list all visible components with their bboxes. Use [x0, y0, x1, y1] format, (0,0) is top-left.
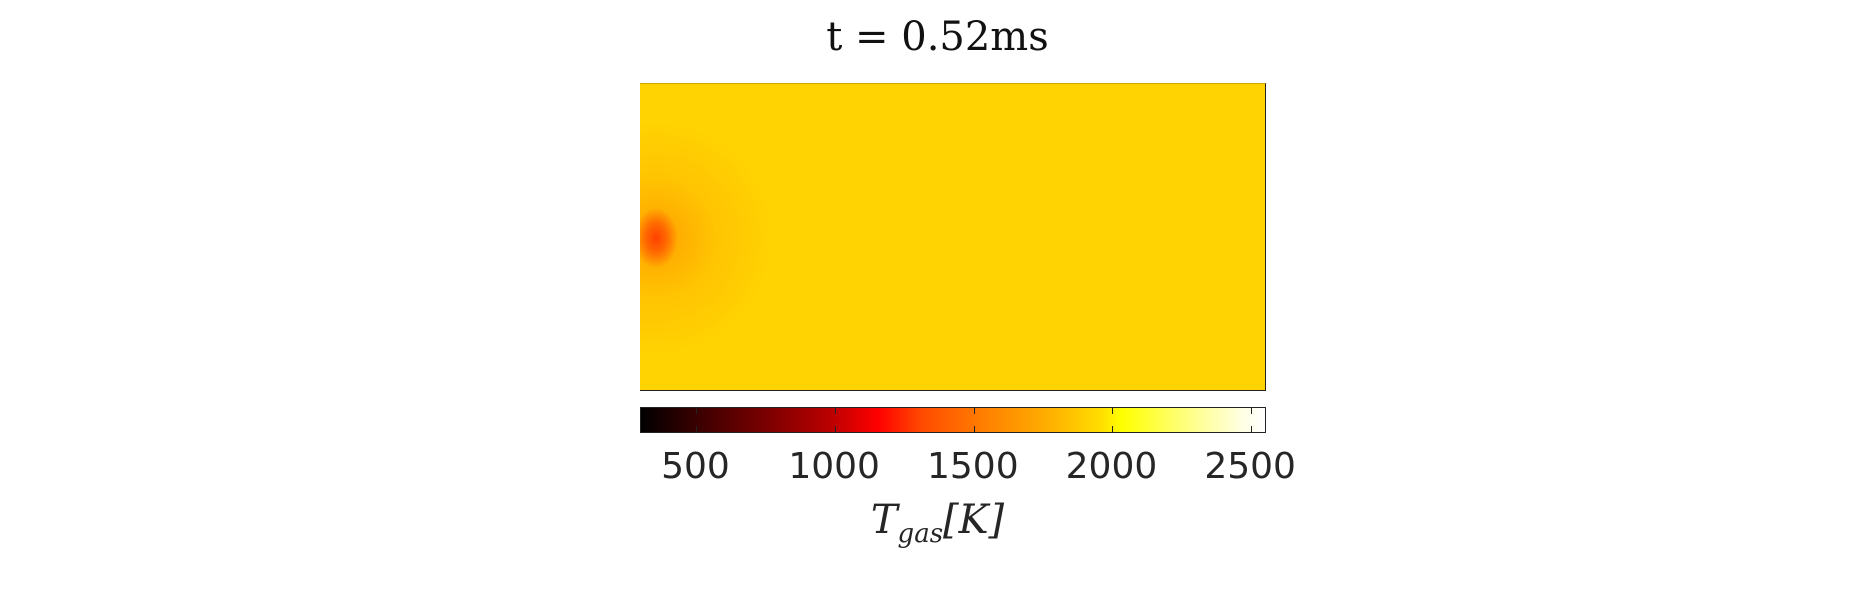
colorbar-tick-label: 1500	[926, 446, 1019, 487]
colorbar	[640, 407, 1266, 433]
colorbar-label-main: T	[870, 497, 898, 543]
colorbar-tick-label: 2000	[1065, 446, 1158, 487]
colorbar-tick	[1112, 408, 1114, 414]
colorbar-tick-label: 1000	[788, 446, 880, 487]
colorbar-label: Tgas[K]	[0, 497, 1875, 549]
colorbar-tick	[835, 408, 837, 414]
heatmap-plot-area	[640, 83, 1266, 391]
colorbar-tick-bottom	[1112, 426, 1114, 432]
colorbar-tick-bottom	[1251, 426, 1253, 432]
chart-title: t = 0.52ms	[826, 14, 1049, 60]
colorbar-tick	[973, 408, 975, 414]
colorbar-tick-bottom	[835, 426, 837, 432]
colorbar-tick-label: 2500	[1204, 446, 1296, 487]
colorbar-tick-bottom	[696, 426, 698, 432]
colorbar-label-unit: [K]	[943, 497, 1005, 543]
colorbar-tick	[696, 408, 698, 414]
temperature-hotspot	[640, 84, 1265, 390]
colorbar-tick-label: 500	[661, 446, 730, 487]
colorbar-tick-bottom	[973, 426, 975, 432]
colorbar-tick	[1251, 408, 1253, 414]
colorbar-label-sub: gas	[897, 519, 944, 549]
